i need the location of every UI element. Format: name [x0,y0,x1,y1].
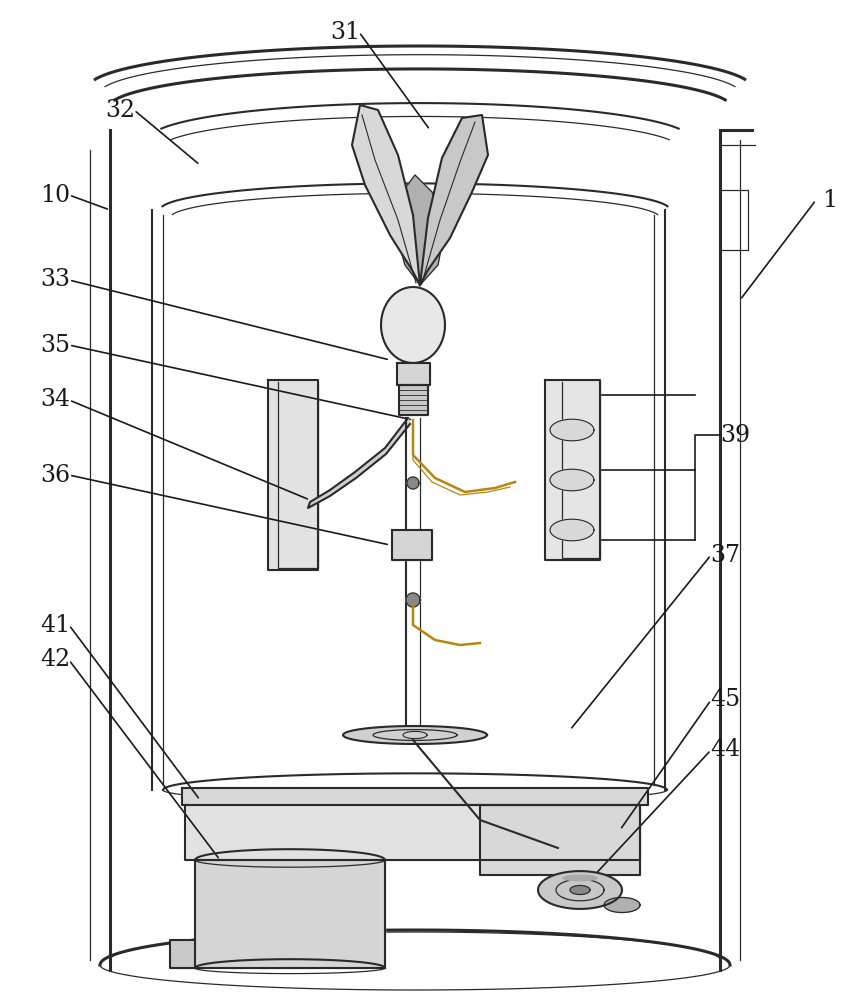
Polygon shape [569,886,589,894]
Text: 33: 33 [40,268,70,292]
Text: 35: 35 [40,334,70,357]
Polygon shape [544,380,599,560]
Text: 1: 1 [821,189,837,212]
Text: 44: 44 [709,738,740,762]
Polygon shape [195,860,385,968]
Polygon shape [343,726,486,744]
Polygon shape [562,875,596,881]
Polygon shape [268,380,318,570]
Text: 32: 32 [105,99,135,122]
Polygon shape [480,805,639,875]
Polygon shape [307,418,410,508]
Text: 42: 42 [40,648,70,672]
Polygon shape [185,805,639,860]
Polygon shape [182,788,647,805]
Text: 37: 37 [709,544,739,566]
Polygon shape [406,593,419,607]
Polygon shape [549,519,593,541]
Text: 34: 34 [40,388,70,412]
Text: 41: 41 [40,613,70,636]
Text: 36: 36 [40,464,70,487]
Polygon shape [406,477,418,489]
Text: 10: 10 [40,184,70,207]
Polygon shape [170,940,195,968]
Polygon shape [604,898,639,912]
Polygon shape [419,115,487,285]
Polygon shape [537,871,622,909]
Polygon shape [549,469,593,491]
Polygon shape [381,287,444,363]
Text: 45: 45 [709,688,740,711]
Text: 31: 31 [330,21,360,44]
Polygon shape [394,175,444,285]
Polygon shape [392,530,431,560]
Polygon shape [351,105,419,285]
Text: 39: 39 [719,424,749,446]
Polygon shape [549,419,593,441]
Polygon shape [399,385,428,415]
Polygon shape [397,363,430,385]
